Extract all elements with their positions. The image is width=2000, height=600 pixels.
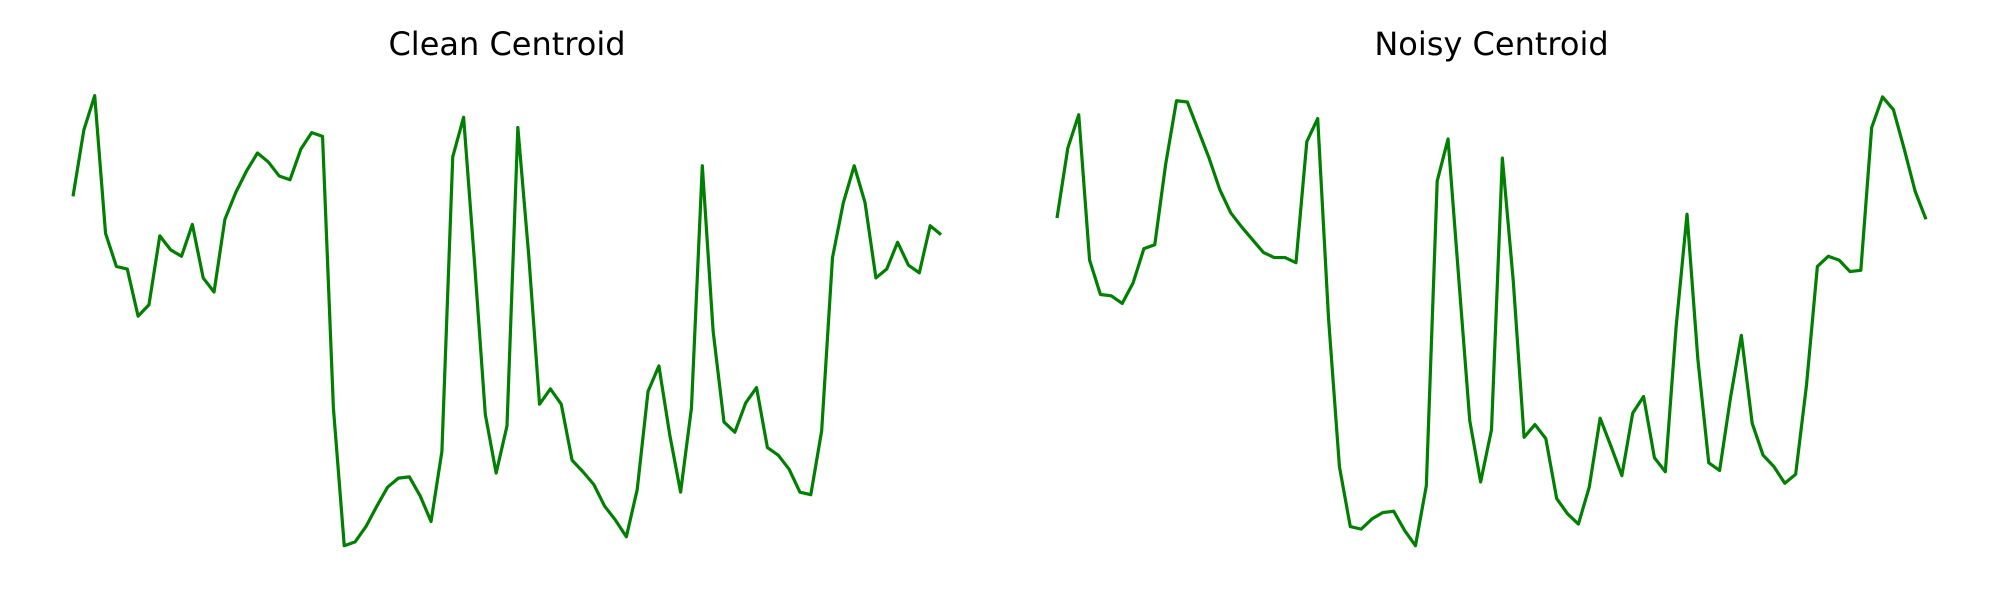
line — [1055, 95, 1928, 548]
chart-title: Clean Centroid — [388, 25, 625, 63]
line — [71, 94, 943, 548]
chart-title: Noisy Centroid — [1374, 25, 1608, 63]
